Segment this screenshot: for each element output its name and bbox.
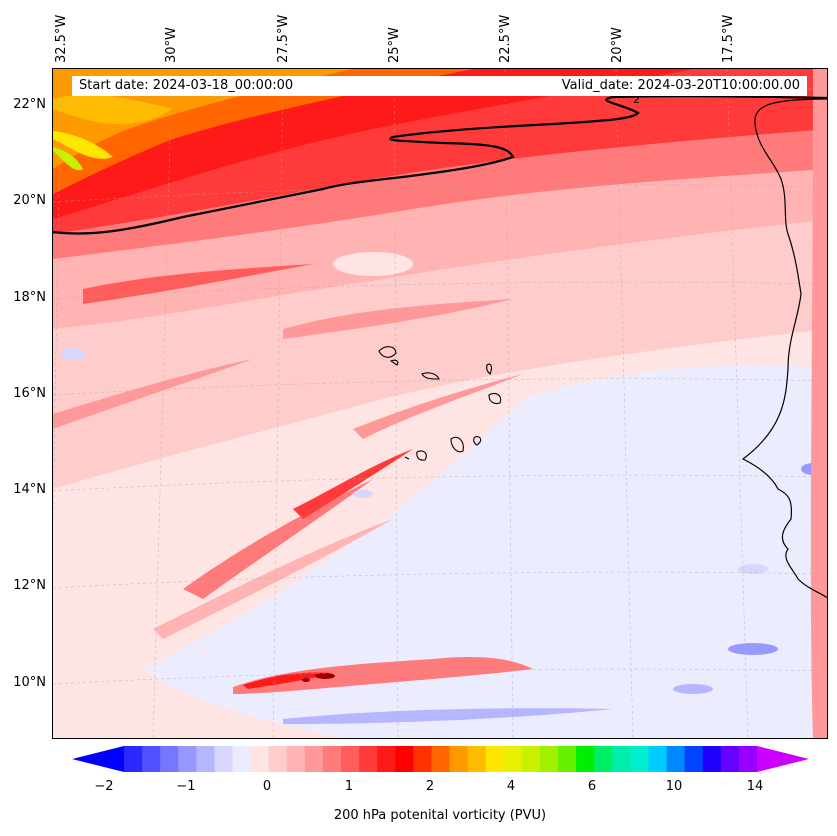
lon-label-32-5w: 32.5°W	[54, 14, 69, 63]
colorbar-tick-6: 6	[587, 779, 597, 794]
colorbar-extend-max	[757, 746, 809, 772]
colorbar-cell	[431, 746, 451, 772]
colorbar-cell	[485, 746, 505, 772]
colorbar-tick-neg2: −2	[94, 779, 114, 794]
colorbar-cell	[341, 746, 360, 772]
colorbar	[72, 746, 809, 772]
colorbar-cell	[720, 746, 740, 772]
colorbar-cell	[503, 746, 523, 772]
colorbar-tick-4: 4	[506, 779, 516, 794]
colorbar-cell	[395, 746, 414, 772]
colorbar-cell	[630, 746, 649, 772]
colorbar-cell	[160, 746, 179, 772]
lon-label-27-5w: 27.5°W	[276, 14, 291, 63]
colorbar-cell	[594, 746, 613, 772]
colorbar-cell	[178, 746, 197, 772]
lat-label-14n: 14°N	[13, 482, 46, 497]
colorbar-tick-1: 1	[344, 779, 354, 794]
lat-label-18n: 18°N	[13, 290, 46, 305]
colorbar-cell	[250, 746, 270, 772]
lon-label-30w: 30°W	[164, 27, 179, 63]
colorbar-extend-min	[72, 746, 124, 772]
lon-label-17-5w: 17.5°W	[721, 14, 736, 63]
colorbar-cell	[612, 746, 631, 772]
valid-date-label: Valid_date: 2024-03-20T10:00:00.00	[561, 78, 800, 93]
pv-field-svg: 2	[53, 69, 827, 738]
colorbar-tick-neg1: −1	[176, 779, 196, 794]
colorbar-cell	[576, 746, 595, 772]
colorbar-cell	[214, 746, 234, 772]
cape-verde-islands	[378, 346, 502, 461]
colorbar-tick-10: 10	[665, 779, 683, 794]
lat-label-22n: 22°N	[13, 97, 46, 112]
colorbar-tick-0: 0	[262, 779, 272, 794]
colorbar-label: 200 hPa potenital vorticity (PVU)	[333, 808, 547, 823]
contour-label: 2	[633, 93, 640, 106]
colorbar-cell	[521, 746, 541, 772]
colorbar-cell	[738, 746, 758, 772]
colorbar-cell	[304, 746, 324, 772]
lon-label-25w: 25°W	[387, 27, 402, 63]
colorbar-cell	[558, 746, 577, 772]
start-date-label: Start date: 2024-03-18_00:00:00	[79, 78, 294, 93]
colorbar-cell	[467, 746, 487, 772]
colorbar-cell	[142, 746, 161, 772]
colorbar-cell	[286, 746, 306, 772]
colorbar-cell	[359, 746, 378, 772]
colorbar-cell	[666, 746, 686, 772]
lat-label-16n: 16°N	[13, 386, 46, 401]
lat-label-10n: 10°N	[13, 675, 46, 690]
colorbar-cell	[124, 746, 143, 772]
colorbar-cell	[232, 746, 252, 772]
colorbar-cell	[684, 746, 704, 772]
lat-label-12n: 12°N	[13, 578, 46, 593]
colorbar-cell	[196, 746, 215, 772]
lon-label-20w: 20°W	[610, 27, 625, 63]
lon-label-22-5w: 22.5°W	[498, 14, 513, 63]
colorbar-cell	[702, 746, 722, 772]
colorbar-cell	[268, 746, 288, 772]
colorbar-tick-14: 14	[746, 779, 764, 794]
pv-map[interactable]: 2	[52, 68, 828, 739]
title-box: Start date: 2024-03-18_00:00:00 Valid_da…	[72, 76, 807, 96]
colorbar-cell	[539, 746, 559, 772]
colorbar-cell	[449, 746, 469, 772]
colorbar-tick-2: 2	[425, 779, 435, 794]
colorbar-cell	[413, 746, 432, 772]
colorbar-cell	[322, 746, 342, 772]
colorbar-cell	[377, 746, 396, 772]
lat-label-20n: 20°N	[13, 193, 46, 208]
colorbar-cell	[648, 746, 668, 772]
